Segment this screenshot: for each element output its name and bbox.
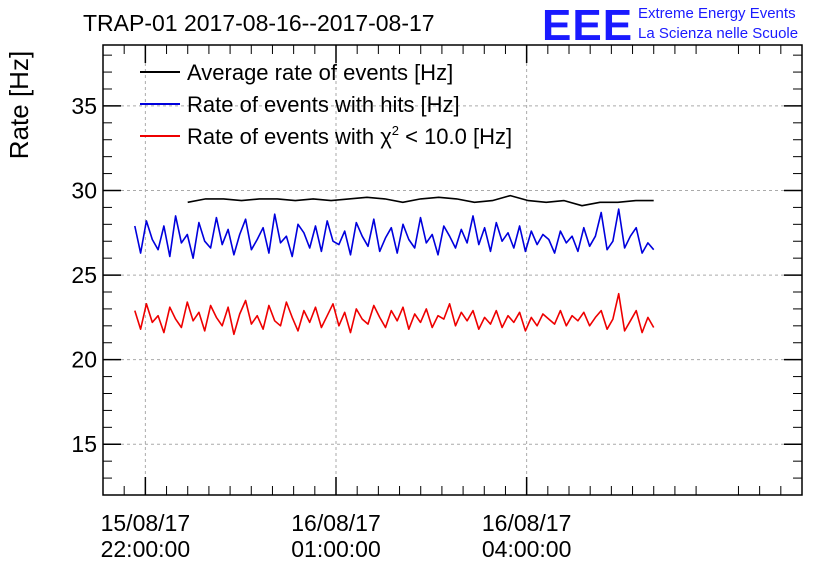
legend-label-average: Average rate of events [Hz] — [187, 60, 453, 85]
x-tick-time: 22:00:00 — [101, 536, 191, 562]
grid — [103, 45, 802, 495]
eee-logo: EEE Extreme Energy Events La Scienza nel… — [542, 1, 798, 50]
eee-logo-line1: Extreme Energy Events — [638, 5, 796, 22]
y-tick-label: 30 — [71, 177, 97, 203]
series-hits-line — [134, 208, 655, 260]
legend-label-chi2: Rate of events with χ2 < 10.0 [Hz] — [187, 123, 512, 149]
series-average-line — [187, 194, 654, 207]
x-tick-labels: 15/08/1722:00:0016/08/1701:00:0016/08/17… — [101, 510, 572, 562]
axis-ticks — [102, 45, 803, 496]
eee-logo-mark: EEE — [542, 1, 633, 50]
x-tick-date: 16/08/17 — [291, 510, 381, 536]
x-tick-date: 16/08/17 — [482, 510, 572, 536]
x-tick-time: 01:00:00 — [291, 536, 381, 562]
y-tick-label: 20 — [71, 347, 97, 373]
series-chi2-line — [134, 292, 655, 336]
y-tick-label: 25 — [71, 262, 97, 288]
eee-logo-line2: La Scienza nelle Scuole — [638, 25, 798, 42]
y-tick-label: 35 — [71, 93, 97, 119]
chart-title: TRAP-01 2017-08-16--2017-08-17 — [83, 10, 435, 36]
y-axis-label: Rate [Hz] — [4, 51, 34, 159]
legend-label-hits: Rate of events with hits [Hz] — [187, 92, 460, 117]
x-tick-date: 15/08/17 — [101, 510, 191, 536]
y-tick-labels: 15 20 25 30 35 — [71, 93, 97, 457]
y-tick-label: 15 — [71, 431, 97, 457]
x-tick-time: 04:00:00 — [482, 536, 572, 562]
legend: Average rate of events [Hz] Rate of even… — [140, 60, 512, 149]
plot-frame — [102, 44, 803, 496]
series-layer — [134, 194, 655, 336]
